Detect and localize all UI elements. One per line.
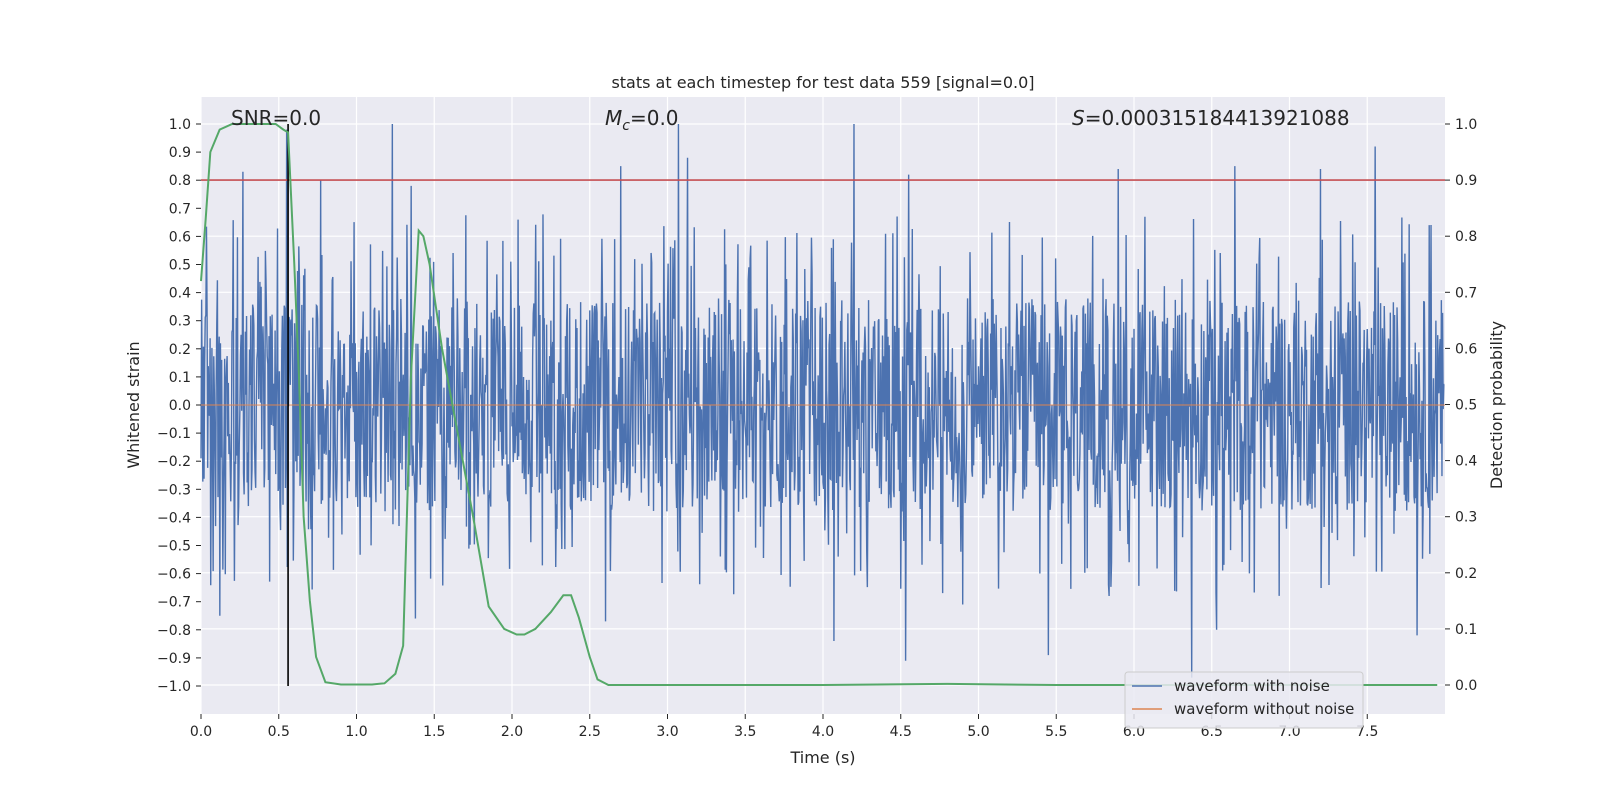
left-y-tick-label: 0.3 bbox=[169, 314, 191, 330]
x-tick-label: 2.5 bbox=[579, 724, 601, 740]
score-annotation: S=0.000315184413921088 bbox=[1072, 106, 1350, 130]
left-y-tick-label: −0.7 bbox=[157, 595, 191, 611]
left-y-tick-label: 0.4 bbox=[169, 286, 191, 302]
chirp-mass-symbol: M bbox=[605, 106, 622, 130]
left-y-tick-label: −0.2 bbox=[157, 454, 191, 470]
right-y-tick-label: 0.9 bbox=[1455, 173, 1477, 189]
left-y-tick-label: −0.9 bbox=[157, 651, 191, 667]
left-y-tick-label: 0.9 bbox=[169, 145, 191, 161]
left-y-tick-label: −0.5 bbox=[157, 539, 191, 555]
x-tick-label: 5.5 bbox=[1045, 724, 1067, 740]
left-y-tick-label: 0.7 bbox=[169, 201, 191, 217]
left-y-tick-label: −0.8 bbox=[157, 623, 191, 639]
x-tick-label: 3.5 bbox=[734, 724, 756, 740]
left-y-axis-label: Whitened strain bbox=[124, 341, 143, 468]
x-tick-label: 0.0 bbox=[190, 724, 212, 740]
x-tick-label: 2.0 bbox=[501, 724, 523, 740]
x-tick-label: 4.5 bbox=[890, 724, 912, 740]
x-axis-label: Time (s) bbox=[789, 748, 855, 767]
legend: waveform with noise waveform without noi… bbox=[1124, 671, 1364, 729]
right-y-tick-label: 0.4 bbox=[1455, 454, 1477, 470]
score-value: =0.000315184413921088 bbox=[1085, 106, 1350, 130]
score-symbol: S bbox=[1072, 106, 1085, 130]
x-tick-label: 5.0 bbox=[967, 724, 989, 740]
legend-label-noise: waveform with noise bbox=[1174, 677, 1330, 695]
right-y-tick-label: 0.2 bbox=[1455, 566, 1477, 582]
right-y-tick-label: 0.1 bbox=[1455, 622, 1477, 638]
left-y-tick-label: 0.6 bbox=[169, 229, 191, 245]
chirp-mass-annotation: Mc=0.0 bbox=[605, 106, 679, 134]
right-y-tick-label: 0.0 bbox=[1455, 678, 1477, 694]
legend-label-clean: waveform without noise bbox=[1174, 700, 1354, 718]
x-tick-label: 0.5 bbox=[268, 724, 290, 740]
left-y-axis-ticks: 1.0 0.9 0.8 0.7 0.6 0.5 0.4 0.3 0.2 0.1 0.0 −0.1 −0.… bbox=[157, 117, 201, 695]
right-y-tick-label: 1.0 bbox=[1455, 117, 1477, 133]
probability-curve bbox=[200, 123, 1438, 686]
chirp-mass-value: =0.0 bbox=[630, 106, 679, 130]
left-y-tick-label: 0.0 bbox=[169, 398, 191, 414]
left-y-tick-label: −0.4 bbox=[157, 510, 191, 526]
overlay-lines bbox=[200, 123, 1445, 686]
left-y-tick-label: 0.5 bbox=[169, 258, 191, 274]
left-y-tick-label: −0.3 bbox=[157, 482, 191, 498]
x-tick-label: 1.5 bbox=[423, 724, 445, 740]
right-y-tick-label: 0.3 bbox=[1455, 510, 1477, 526]
right-y-axis-label: Detection probability bbox=[1487, 321, 1506, 489]
chirp-mass-subscript: c bbox=[622, 118, 630, 134]
right-y-axis-ticks: 1.0 0.9 0.8 0.7 0.6 0.5 0.4 0.3 0.2 0.1 0.0 bbox=[1445, 117, 1477, 694]
left-y-tick-label: 0.2 bbox=[169, 342, 191, 358]
x-tick-label: 4.0 bbox=[812, 724, 834, 740]
left-y-tick-label: −0.6 bbox=[157, 567, 191, 583]
x-tick-label: 1.0 bbox=[345, 724, 367, 740]
left-y-tick-label: 0.8 bbox=[169, 173, 191, 189]
left-y-tick-label: −0.1 bbox=[157, 426, 191, 442]
right-y-tick-label: 0.7 bbox=[1455, 285, 1477, 301]
right-y-tick-label: 0.8 bbox=[1455, 229, 1477, 245]
snr-annotation: SNR=0.0 bbox=[231, 106, 321, 130]
left-y-tick-label: 0.1 bbox=[169, 370, 191, 386]
chart-title: stats at each timestep for test data 559… bbox=[611, 73, 1034, 92]
left-y-tick-label: 1.0 bbox=[169, 117, 191, 133]
legend-box bbox=[1124, 671, 1364, 729]
right-y-tick-label: 0.5 bbox=[1455, 398, 1477, 414]
x-tick-label: 3.0 bbox=[656, 724, 678, 740]
right-y-tick-label: 0.6 bbox=[1455, 341, 1477, 357]
left-y-tick-label: −1.0 bbox=[157, 679, 191, 695]
